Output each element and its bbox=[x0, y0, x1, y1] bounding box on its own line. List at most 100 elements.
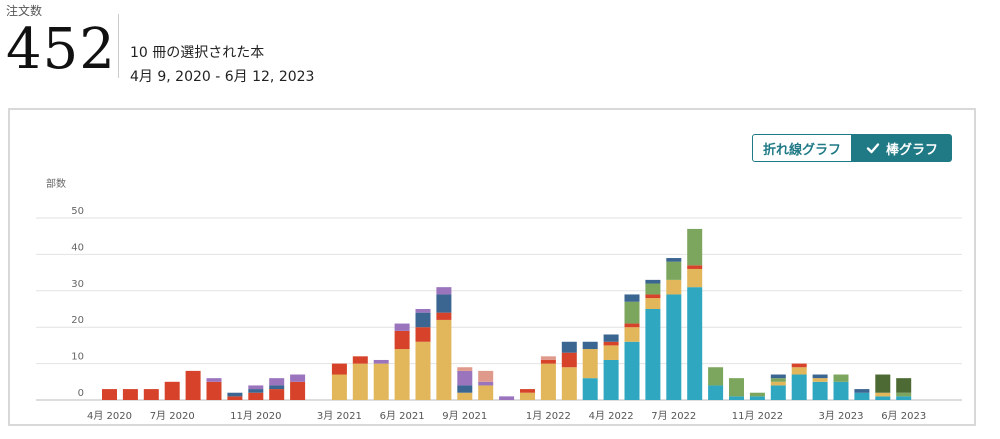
bar-segment[interactable] bbox=[352, 356, 368, 364]
bar-segment[interactable] bbox=[436, 319, 452, 400]
bar-segment[interactable] bbox=[394, 330, 410, 350]
line-chart-button[interactable]: 折れ線グラフ bbox=[752, 134, 852, 162]
bar-segment[interactable] bbox=[645, 283, 661, 295]
bar-segment[interactable] bbox=[248, 392, 264, 400]
bar-segment[interactable] bbox=[645, 298, 661, 309]
bar-segment[interactable] bbox=[436, 294, 452, 313]
bar-segment[interactable] bbox=[624, 294, 640, 302]
bar-segment[interactable] bbox=[666, 294, 682, 400]
bar-segment[interactable] bbox=[561, 341, 577, 353]
bar-segment[interactable] bbox=[812, 378, 828, 382]
bar-segment[interactable] bbox=[729, 396, 744, 400]
bar-segment[interactable] bbox=[122, 389, 138, 400]
bar-segment[interactable] bbox=[687, 265, 703, 269]
bar-segment[interactable] bbox=[875, 392, 891, 397]
bar-segment[interactable] bbox=[812, 374, 828, 379]
bar-segment[interactable] bbox=[770, 374, 786, 379]
bar-segment[interactable] bbox=[770, 385, 786, 400]
bar-segment[interactable] bbox=[478, 381, 494, 386]
bar-segment[interactable] bbox=[248, 389, 264, 393]
bar-segment[interactable] bbox=[645, 294, 661, 299]
bar-segment[interactable] bbox=[875, 396, 891, 400]
bar-segment[interactable] bbox=[708, 385, 724, 400]
bar-segment[interactable] bbox=[687, 228, 703, 266]
bar-segment[interactable] bbox=[791, 367, 807, 375]
bar-segment[interactable] bbox=[645, 279, 661, 284]
bar-segment[interactable] bbox=[478, 385, 494, 400]
bar-segment[interactable] bbox=[540, 359, 556, 364]
bar-segment[interactable] bbox=[457, 367, 473, 371]
bar-segment[interactable] bbox=[415, 309, 431, 313]
bar-segment[interactable] bbox=[415, 327, 431, 342]
bar-segment[interactable] bbox=[352, 363, 368, 400]
bar-segment[interactable] bbox=[749, 392, 765, 397]
bar-segment[interactable] bbox=[582, 349, 598, 379]
bar-segment[interactable] bbox=[457, 370, 473, 386]
bar-segment[interactable] bbox=[603, 345, 619, 360]
bar-segment[interactable] bbox=[206, 381, 222, 400]
bar-segment[interactable] bbox=[206, 378, 222, 382]
bar-segment[interactable] bbox=[875, 374, 891, 393]
bar-segment[interactable] bbox=[290, 381, 306, 400]
bar-segment[interactable] bbox=[457, 385, 473, 393]
bar-segment[interactable] bbox=[499, 396, 515, 400]
bar-segment[interactable] bbox=[666, 258, 682, 262]
bar-segment[interactable] bbox=[394, 349, 410, 400]
bar-segment[interactable] bbox=[603, 359, 619, 400]
bar-segment[interactable] bbox=[415, 341, 431, 400]
bar-segment[interactable] bbox=[624, 301, 640, 324]
bar-segment[interactable] bbox=[854, 392, 870, 400]
bar-segment[interactable] bbox=[624, 327, 640, 342]
bar-segment[interactable] bbox=[436, 312, 452, 320]
bar-segment[interactable] bbox=[666, 261, 682, 280]
bar-segment[interactable] bbox=[561, 352, 577, 368]
bar-segment[interactable] bbox=[394, 323, 410, 331]
bar-segment[interactable] bbox=[331, 363, 347, 375]
bar-segment[interactable] bbox=[540, 356, 556, 360]
bar-segment[interactable] bbox=[833, 381, 849, 400]
bar-segment[interactable] bbox=[248, 385, 264, 390]
bar-segment[interactable] bbox=[603, 341, 619, 346]
bar-segment[interactable] bbox=[708, 367, 724, 386]
bar-segment[interactable] bbox=[854, 389, 870, 393]
bar-segment[interactable] bbox=[645, 309, 661, 400]
bar-segment[interactable] bbox=[791, 374, 807, 400]
bar-segment[interactable] bbox=[687, 287, 703, 400]
bar-segment[interactable] bbox=[185, 370, 201, 400]
bar-segment[interactable] bbox=[415, 312, 431, 328]
bar-segment[interactable] bbox=[624, 323, 640, 328]
bar-segment[interactable] bbox=[331, 374, 347, 400]
bar-segment[interactable] bbox=[666, 279, 682, 295]
bar-segment[interactable] bbox=[540, 363, 556, 400]
bar-segment[interactable] bbox=[561, 367, 577, 400]
bar-segment[interactable] bbox=[478, 370, 494, 382]
bar-segment[interactable] bbox=[143, 389, 159, 400]
bar-segment[interactable] bbox=[770, 381, 786, 386]
bar-segment[interactable] bbox=[457, 392, 473, 400]
bar-segment[interactable] bbox=[102, 389, 117, 400]
bar-chart-button[interactable]: 棒グラフ bbox=[852, 134, 952, 162]
bar-segment[interactable] bbox=[373, 359, 389, 364]
bar-segment[interactable] bbox=[729, 378, 744, 397]
bar-segment[interactable] bbox=[436, 287, 452, 295]
bar-segment[interactable] bbox=[896, 396, 912, 400]
bar-segment[interactable] bbox=[269, 389, 285, 400]
bar-segment[interactable] bbox=[624, 341, 640, 400]
bar-segment[interactable] bbox=[812, 381, 828, 400]
bar-segment[interactable] bbox=[520, 389, 535, 393]
bar-segment[interactable] bbox=[896, 392, 912, 397]
bar-segment[interactable] bbox=[269, 378, 285, 386]
bar-segment[interactable] bbox=[269, 385, 285, 390]
bar-segment[interactable] bbox=[373, 363, 389, 400]
bar-segment[interactable] bbox=[227, 392, 243, 397]
bar-segment[interactable] bbox=[290, 374, 306, 382]
bar-segment[interactable] bbox=[833, 374, 849, 382]
bar-segment[interactable] bbox=[582, 378, 598, 400]
bar-segment[interactable] bbox=[896, 378, 912, 393]
bar-segment[interactable] bbox=[749, 396, 765, 400]
bar-segment[interactable] bbox=[791, 363, 807, 368]
bar-segment[interactable] bbox=[770, 378, 786, 382]
bar-segment[interactable] bbox=[164, 381, 180, 400]
bar-segment[interactable] bbox=[603, 334, 619, 342]
bar-segment[interactable] bbox=[520, 392, 535, 400]
